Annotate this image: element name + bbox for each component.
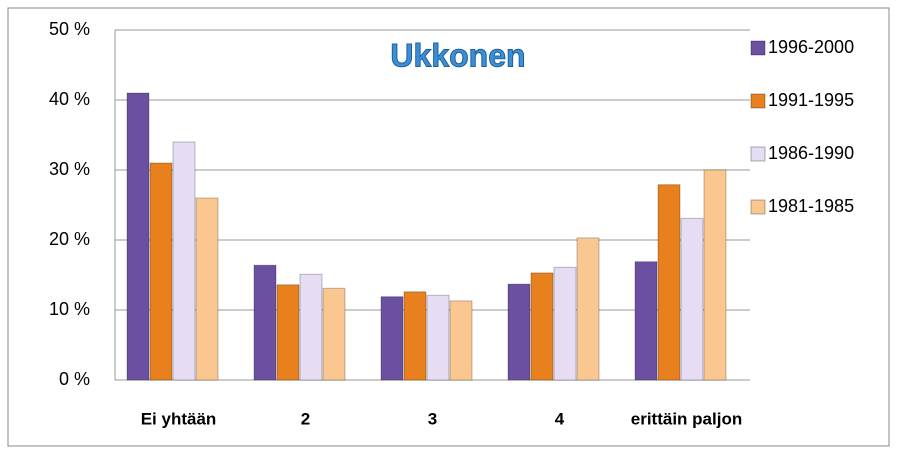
- legend-swatch: [750, 199, 766, 215]
- legend-label: 1991-1995: [768, 90, 854, 110]
- bar: [703, 169, 727, 381]
- y-tick-label: 40 %: [49, 89, 90, 109]
- y-tick-label: 10 %: [49, 299, 90, 319]
- bar: [530, 272, 554, 381]
- bar: [657, 184, 681, 381]
- title-bg: [362, 36, 552, 82]
- bar: [507, 283, 531, 381]
- y-tick-label: 0 %: [59, 369, 90, 389]
- bar: [172, 141, 196, 381]
- bar: [680, 217, 704, 381]
- bar: [576, 237, 600, 381]
- bar: [149, 162, 173, 381]
- x-tick-label: erittäin paljon: [631, 409, 742, 428]
- y-tick-label: 20 %: [49, 229, 90, 249]
- x-tick-label: 3: [428, 409, 437, 428]
- legend-label: 1996-2000: [768, 37, 854, 57]
- bar: [276, 284, 300, 381]
- y-tick-label: 30 %: [49, 159, 90, 179]
- x-tick-label: 2: [301, 409, 310, 428]
- bar: [126, 92, 150, 381]
- legend-swatch: [750, 40, 766, 56]
- legend-swatch: [750, 146, 766, 162]
- bar: [634, 261, 658, 381]
- bar: [403, 291, 427, 381]
- bar: [380, 296, 404, 381]
- bar: [322, 287, 346, 381]
- y-tick-label: 50 %: [49, 19, 90, 39]
- bar: [426, 294, 450, 381]
- bar: [449, 300, 473, 381]
- bar: [253, 264, 277, 381]
- legend-swatch: [750, 93, 766, 109]
- legend-label: 1981-1985: [768, 196, 854, 216]
- legend-label: 1986-1990: [768, 143, 854, 163]
- x-tick-label: Ei yhtään: [141, 409, 217, 428]
- chart-title: Ukkonen: [390, 37, 525, 73]
- bar: [299, 273, 323, 381]
- bar: [195, 197, 219, 381]
- bar: [553, 266, 577, 381]
- x-tick-label: 4: [555, 409, 565, 428]
